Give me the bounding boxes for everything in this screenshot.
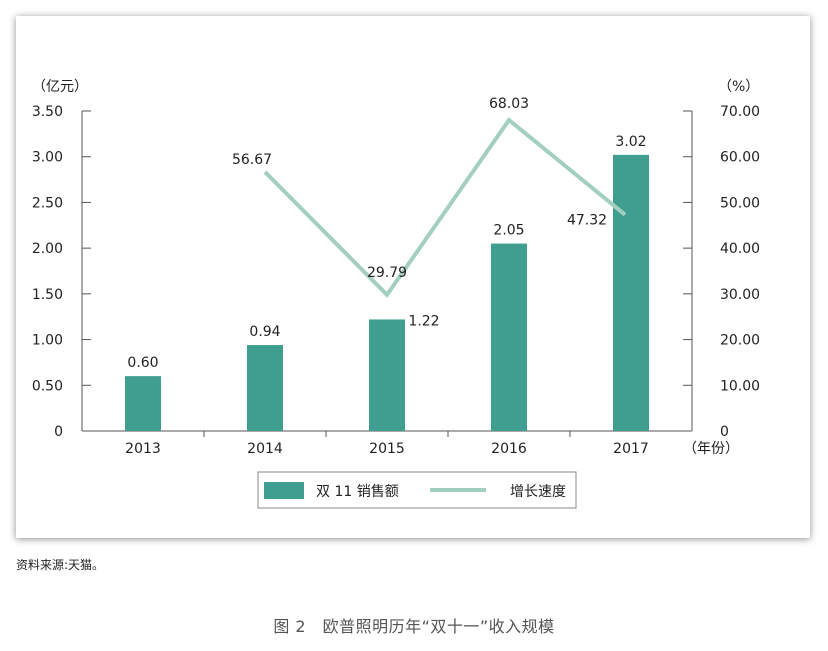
bar-data-label: 3.02 — [615, 134, 646, 150]
left-tick-label: 1.00 — [32, 333, 63, 349]
chart: 0 0.50 1.00 1.50 2.00 2.50 3.00 3.50 0 10.00 20.00… — [32, 79, 760, 509]
right-tick-label: 40.00 — [720, 241, 760, 257]
bar-data-label: 0.94 — [249, 324, 280, 340]
x-tick-label: 2016 — [491, 441, 527, 457]
source-note: 资料来源:天猫。 — [16, 558, 105, 572]
legend-bar-label: 双 11 销售额 — [316, 484, 399, 500]
bar — [125, 376, 161, 431]
right-tick-label: 20.00 — [720, 333, 760, 349]
right-tick-label: 30.00 — [720, 287, 760, 303]
x-tick-label: 2017 — [613, 441, 649, 457]
right-axis-unit: （%） — [718, 79, 759, 95]
bar — [491, 243, 527, 431]
left-tick-label: 0 — [54, 424, 63, 440]
legend-box — [257, 471, 577, 509]
x-axis-unit: （年份） — [683, 441, 739, 457]
left-axis-unit: （亿元） — [32, 79, 88, 95]
bar-data-label: 2.05 — [493, 223, 524, 239]
legend-line-label: 增长速度 — [510, 484, 566, 500]
bar-data-label: 0.60 — [127, 355, 158, 371]
left-tick-label: 0.50 — [32, 378, 63, 394]
x-tick-label: 2014 — [247, 441, 283, 457]
line-data-label: 29.79 — [367, 265, 407, 281]
bar — [247, 345, 283, 431]
left-tick-label: 2.50 — [32, 195, 63, 211]
figure-caption: 图 2 欧普照明历年“双十一”收入规模 — [273, 617, 555, 636]
right-tick-label: 10.00 — [720, 378, 760, 394]
right-tick-label: 70.00 — [720, 104, 760, 120]
bar — [613, 154, 649, 431]
line-data-label: 68.03 — [489, 96, 529, 112]
right-tick-label: 50.00 — [720, 195, 760, 211]
right-tick-label: 60.00 — [720, 150, 760, 166]
line-data-label: 47.32 — [567, 213, 607, 229]
bar — [369, 319, 405, 431]
growth-line — [263, 117, 627, 298]
right-tick-label: 0 — [720, 424, 729, 440]
x-tick-label: 2013 — [125, 441, 161, 457]
legend-bar-swatch — [264, 482, 304, 499]
x-tick-label: 2015 — [369, 441, 405, 457]
chart-card: 0 0.50 1.00 1.50 2.00 2.50 3.00 3.50 0 10.00 20.00… — [16, 16, 810, 538]
left-tick-label: 1.50 — [32, 287, 63, 303]
left-tick-label: 2.00 — [32, 241, 63, 257]
left-tick-label: 3.50 — [32, 104, 63, 120]
bar-data-label: 1.22 — [408, 313, 439, 329]
line-data-label: 56.67 — [232, 152, 272, 168]
left-tick-label: 3.00 — [32, 150, 63, 166]
